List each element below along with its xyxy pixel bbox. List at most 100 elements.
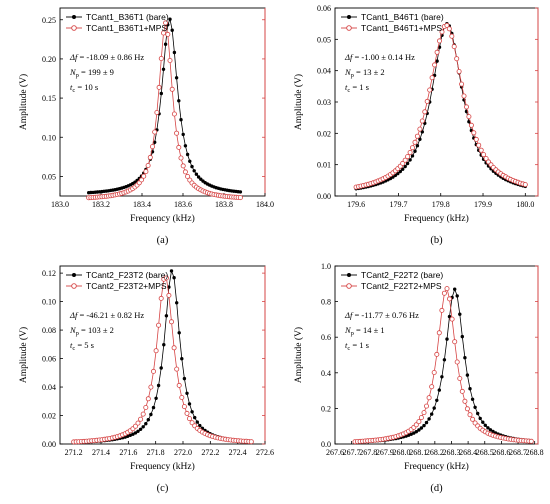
legend-entry: TCant2_F23T2 (bare) [86, 270, 168, 280]
data-point [461, 93, 467, 99]
y-tick-label: 0.05 [317, 35, 331, 44]
data-point [468, 387, 472, 391]
y-tick-label: 0.12 [42, 269, 56, 278]
data-point [167, 58, 173, 64]
data-point [149, 412, 153, 417]
data-point [156, 84, 162, 90]
x-tick-label: 179.7 [389, 200, 407, 209]
plot-frame [59, 7, 266, 197]
plot-frame [334, 7, 539, 197]
data-point [158, 56, 164, 62]
data-point [238, 190, 243, 194]
data-point [470, 416, 476, 422]
data-point [409, 432, 413, 436]
data-point [444, 286, 450, 292]
data-point [159, 91, 163, 96]
data-point [182, 169, 188, 175]
panel-label: (b) [430, 235, 443, 246]
data-point [186, 416, 192, 422]
data-point [464, 406, 470, 412]
data-point [446, 26, 452, 32]
data-point [488, 428, 493, 432]
y-tick-label: 0.00 [317, 192, 331, 201]
data-point [135, 420, 141, 426]
data-point [463, 356, 467, 360]
series-1-points [354, 22, 527, 191]
data-point [430, 412, 434, 416]
data-point [188, 159, 192, 163]
data-point [424, 420, 429, 425]
data-point [426, 395, 432, 401]
annotation-line: Np = 13 ± 2 [344, 67, 385, 79]
data-point [483, 423, 487, 427]
x-tick-label: 183.8 [215, 200, 233, 209]
chart-panel-3: 271.2 271.4 271.6 271.8 272.0 272.2 272.4 272.6… [18, 265, 274, 494]
data-point [460, 334, 464, 339]
data-point [416, 419, 422, 425]
legend-entry: TCant2_F23T2+MPS [86, 281, 167, 291]
legend-marker [346, 25, 352, 31]
legend-marker [346, 283, 352, 289]
x-tick-label: 268.0 [393, 448, 411, 457]
annotation-line: Np = 199 ± 9 [69, 67, 114, 79]
data-point [429, 75, 435, 81]
data-point [440, 375, 444, 379]
data-point [140, 411, 146, 417]
data-point [478, 147, 484, 153]
legend-marker [72, 273, 76, 277]
data-point [429, 384, 435, 390]
x-tick-label: 272.0 [174, 448, 192, 457]
x-tick-label: 272.4 [229, 448, 247, 457]
data-point [143, 169, 149, 175]
data-point [181, 132, 185, 137]
y-tick-label: 0.15 [42, 94, 56, 103]
data-point [436, 38, 442, 44]
data-point [185, 391, 189, 395]
data-point [185, 152, 190, 157]
data-point [185, 173, 191, 179]
data-point [413, 422, 419, 428]
annotation-line: tc = 1 s [345, 340, 369, 352]
x-tick-label: 268.2 [426, 448, 444, 457]
data-point [481, 152, 487, 158]
y-tick-label: 0.00 [42, 440, 56, 449]
data-point [459, 81, 465, 87]
data-point [165, 31, 171, 37]
x-tick-label: 268.4 [459, 448, 477, 457]
data-point [528, 438, 534, 444]
data-point [136, 429, 140, 433]
y-tick-label: 0.06 [317, 4, 331, 13]
data-point [407, 149, 413, 155]
data-point [248, 439, 254, 445]
data-point [189, 420, 195, 426]
data-point [465, 373, 470, 377]
data-point [413, 149, 417, 153]
panel-label: (d) [430, 483, 443, 494]
data-point [455, 294, 459, 298]
data-point [237, 195, 243, 201]
data-point [138, 427, 143, 431]
y-axis-label: Amplitude (V) [18, 327, 29, 383]
data-point [402, 157, 408, 163]
data-point [199, 177, 203, 181]
data-point [454, 359, 460, 365]
data-point [198, 423, 202, 428]
data-point [491, 429, 495, 434]
annotation-line: tc = 1 s [345, 82, 369, 94]
x-tick-label: 268.1 [409, 448, 427, 457]
data-point [418, 415, 424, 421]
x-tick-label: 179.6 [347, 200, 365, 209]
x-axis-label: Frequency (kHz) [404, 461, 469, 472]
data-point [454, 56, 460, 62]
data-point [149, 144, 155, 150]
data-point [466, 114, 472, 120]
x-axis-label: Frequency (kHz) [130, 461, 195, 472]
data-point [483, 155, 489, 161]
data-point [147, 154, 153, 160]
data-point [128, 433, 132, 437]
data-point [398, 169, 402, 174]
legend-entry: TCant1_B46T1+MPS [361, 23, 442, 33]
data-point [190, 164, 194, 169]
data-point [179, 394, 185, 400]
data-point [437, 388, 441, 392]
